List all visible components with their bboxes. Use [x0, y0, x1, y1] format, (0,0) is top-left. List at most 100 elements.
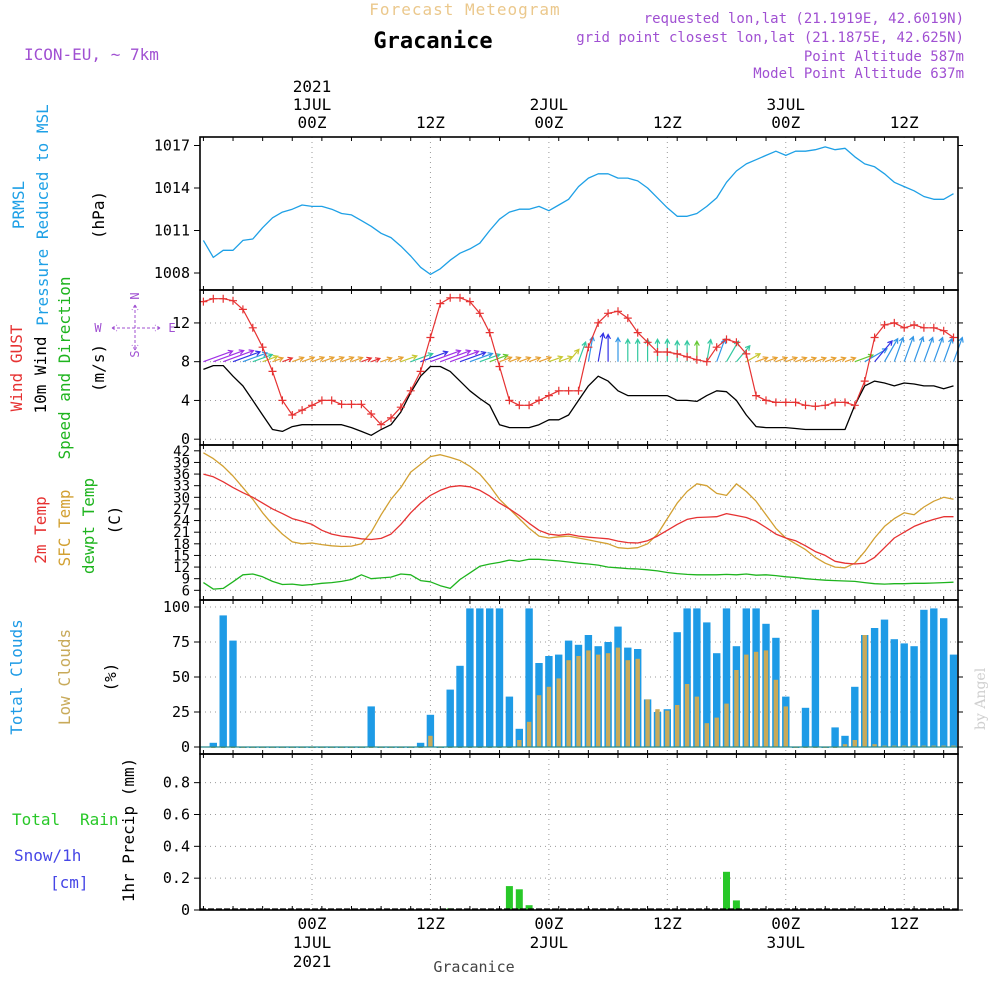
gust-marker [377, 420, 386, 429]
low-cloud-bar [724, 703, 729, 747]
gust-marker [505, 396, 514, 405]
panel-grid: 1008 1011 1014 1017 [154, 137, 963, 290]
time-label-top: 2JUL [530, 95, 569, 114]
gust-marker [870, 333, 879, 342]
low-cloud-bar [704, 723, 709, 747]
gust-marker [367, 410, 376, 418]
y-tick-label: 0 [181, 901, 190, 919]
gust-marker [219, 294, 228, 303]
gust-markers [199, 293, 958, 429]
time-label-bottom: 1JUL [293, 933, 332, 952]
time-label-top: 12Z [653, 113, 682, 132]
wind-arrow [469, 352, 494, 363]
total-cloud-bar [801, 707, 810, 747]
snow-label: Snow/1h [14, 846, 81, 865]
wind-arrow [716, 337, 727, 362]
gust-marker [554, 386, 563, 395]
wind-arrow [449, 349, 480, 363]
temp-2m-label: 2m Temp [31, 496, 50, 563]
compass-arrows [111, 304, 161, 351]
time-label-bottom: 00Z [298, 914, 327, 933]
panel-grid: 0 0.2 0.4 0.6 0.8 [163, 754, 963, 919]
low-cloud-bar [902, 745, 907, 747]
gust-marker [525, 401, 534, 410]
pressure-label: Pressure Reduced to MSL [33, 104, 52, 326]
time-label-top: 3JUL [766, 95, 805, 114]
panel-frame [199, 289, 959, 446]
wind-arrow [785, 356, 799, 363]
gust-marker [771, 398, 780, 407]
total-cloud-bar [890, 639, 898, 747]
y-tick-label: 42 [173, 444, 190, 460]
low-cloud-bar [921, 745, 927, 747]
wind-arrow [615, 336, 621, 362]
wind-arrow [824, 356, 837, 363]
wind-arrow [519, 356, 532, 363]
gust-marker [831, 398, 840, 407]
low-cloud-bar [517, 740, 522, 747]
gust-marker [860, 377, 869, 386]
low-cloud-bar [753, 651, 759, 747]
panel-frame [199, 753, 959, 911]
total-cloud-bar [811, 609, 820, 747]
low-cloud-bar [931, 745, 936, 747]
footer-location: Gracanice [433, 958, 514, 976]
gust-marker [535, 396, 543, 405]
gust-marker [929, 323, 938, 332]
gust-marker [327, 396, 336, 405]
wind-arrow [262, 354, 279, 363]
cloud-bars [209, 608, 958, 748]
gust-marker [781, 398, 790, 407]
compass-icon: W E N S [94, 292, 175, 357]
wind-arrow [380, 356, 393, 363]
wind-arrow [745, 353, 762, 363]
gust-marker [229, 296, 237, 305]
gust-marker [692, 355, 701, 364]
total-cloud-bar [683, 608, 691, 747]
wind-arrow [282, 356, 294, 363]
total-cloud-bar [900, 643, 908, 747]
time-label-top: 00Z [771, 113, 800, 132]
gust-marker [732, 338, 741, 347]
wind-arrow [370, 357, 382, 363]
sfc-temp-line [203, 452, 954, 569]
wind-arrow [242, 351, 269, 363]
wind-arrow [795, 356, 808, 363]
gust-marker [544, 391, 553, 400]
y-tick-label: 75 [172, 633, 190, 651]
time-label-top: 12Z [416, 113, 445, 132]
wind-arrow [634, 338, 641, 362]
time-label-top: 1JUL [293, 95, 332, 114]
rain-bar [732, 900, 740, 910]
panel-frame [199, 136, 959, 291]
gust-marker [949, 333, 958, 342]
gust-marker [268, 367, 277, 376]
low-cloud-bar [605, 653, 611, 747]
gust-marker [821, 401, 830, 410]
gust-marker [298, 406, 307, 415]
total-cloud-bar [505, 696, 514, 747]
low-cloud-bar [576, 656, 581, 747]
total-cloud-bar [940, 618, 948, 747]
low-cloud-bar [842, 744, 848, 747]
gust-marker [653, 348, 662, 356]
y-tick-label: 0.4 [163, 837, 190, 855]
wind-arrow [597, 332, 606, 362]
wind-arrows [203, 332, 964, 363]
gust-marker [396, 403, 405, 412]
wind-arrow [548, 355, 564, 363]
wind-arrow [390, 356, 405, 363]
total-cloud-bar [703, 622, 711, 747]
gust-marker [248, 323, 257, 332]
time-label-bottom: 12Z [416, 914, 445, 933]
temp-2m-line [203, 473, 954, 565]
gust-marker [426, 333, 435, 342]
pressure-label: PRMSL [9, 181, 28, 229]
gust-marker [712, 343, 721, 352]
y-tick-label: 100 [163, 598, 190, 616]
wind-arrow [903, 335, 915, 362]
y-tick-label: 50 [172, 668, 190, 686]
gust-marker [436, 299, 445, 308]
wind-arrow [459, 351, 487, 363]
